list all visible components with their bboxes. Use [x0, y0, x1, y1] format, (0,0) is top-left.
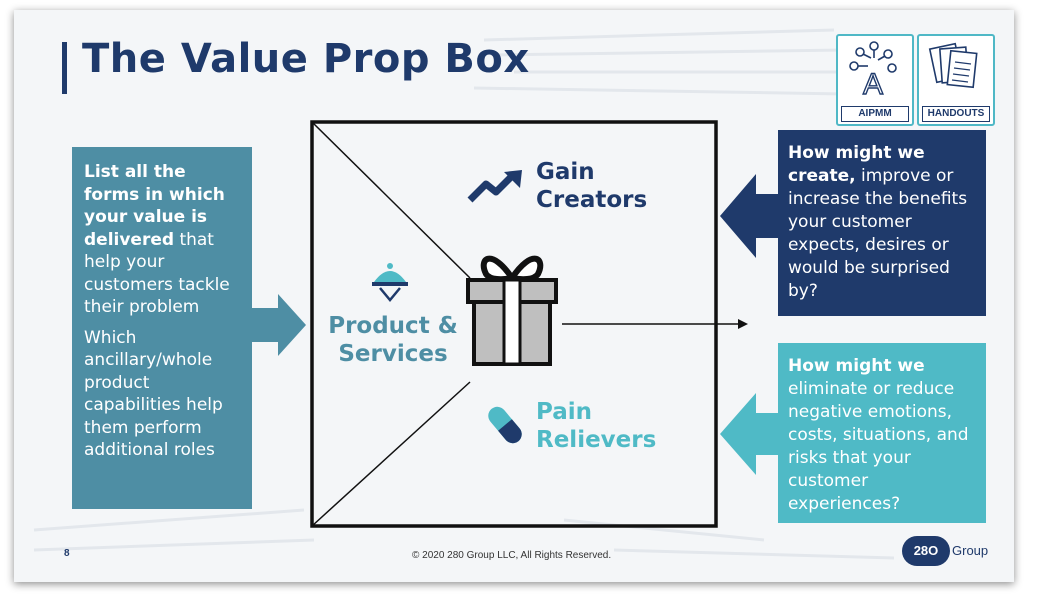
left-arrow-icon [252, 294, 308, 356]
slide: The Value Prop Box A AIPMM HAN [14, 10, 1014, 582]
page-number: 8 [64, 548, 70, 559]
gift-box-icon [462, 250, 562, 368]
product-services-line-2: Services [328, 340, 458, 368]
left-paragraph-1: List all the forms in which your value i… [84, 161, 242, 319]
pain-prompt-text: eliminate or reduce negative emotions, c… [788, 379, 969, 514]
gain-prompt-bold-1: How might we [788, 143, 925, 163]
copyright-text: © 2020 280 Group LLC, All Rights Reserve… [412, 550, 611, 561]
title-accent-bar [62, 42, 67, 94]
pill-capsule-icon [484, 402, 526, 448]
pain-relievers-line-1: Pain [536, 398, 656, 426]
gain-creators-line-1: Gain [536, 158, 647, 186]
gain-prompt-bold-2: create, [788, 166, 856, 186]
left-description-box: List all the forms in which your value i… [72, 147, 252, 509]
company-logo-mark: 28O [902, 536, 950, 566]
pain-relievers-line-2: Relievers [536, 426, 656, 454]
pain-relievers-label: Pain Relievers [536, 398, 656, 454]
aipmm-network-icon: A [838, 36, 908, 102]
product-services-line-1: Product & [328, 312, 458, 340]
gain-prompt-text: improve or increase the benefits your cu… [788, 166, 967, 301]
aipmm-label: AIPMM [841, 106, 909, 122]
handouts-label: HANDOUTS [922, 106, 990, 122]
gain-creators-label: Gain Creators [536, 158, 647, 214]
trend-up-icon [466, 170, 526, 204]
aipmm-badge[interactable]: A AIPMM [836, 34, 914, 126]
pain-prompt-bold: How might we [788, 356, 925, 376]
company-logo-word: Group [952, 543, 988, 558]
pain-prompt-box: How might we eliminate or reduce negativ… [778, 343, 986, 523]
gain-creators-line-2: Creators [536, 186, 647, 214]
left-paragraph-2: Which ancillary/whole product capabiliti… [84, 327, 242, 462]
cloche-icon [370, 260, 410, 306]
svg-text:A: A [863, 68, 883, 101]
product-services-label: Product & Services [328, 312, 458, 368]
handouts-badge[interactable]: HANDOUTS [917, 34, 995, 126]
gain-prompt-box: How might we create, improve or increase… [778, 130, 986, 316]
documents-icon [919, 36, 989, 102]
slide-title: The Value Prop Box [82, 36, 530, 82]
